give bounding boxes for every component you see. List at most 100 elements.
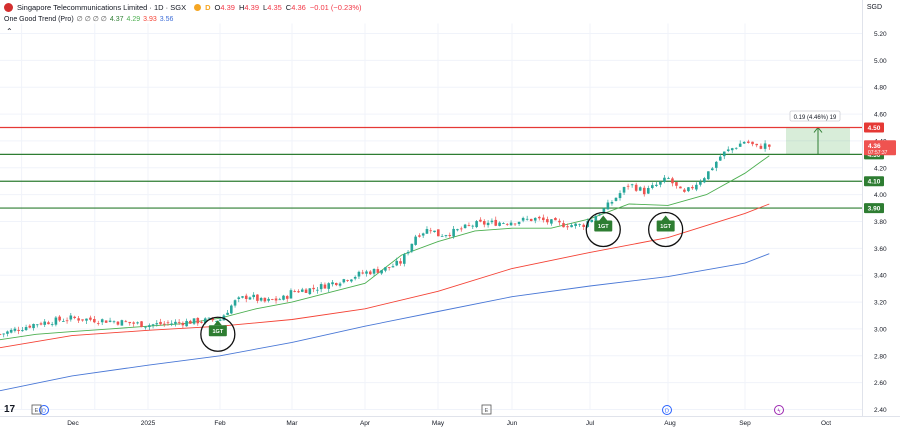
candle-body — [759, 145, 763, 149]
candle-body — [562, 223, 565, 228]
candle-body — [85, 318, 88, 321]
candle-body — [395, 260, 399, 266]
candle-body — [244, 295, 248, 300]
candle-body — [263, 297, 267, 302]
candle-body — [582, 224, 585, 227]
candle-body — [707, 171, 710, 180]
ma-line-sma_mid — [0, 203, 770, 349]
indicator-name[interactable]: One Good Trend (Pro) — [4, 15, 74, 23]
candle-body — [39, 323, 43, 325]
candle-body — [256, 294, 259, 301]
candle-body — [502, 223, 505, 224]
y-tick-label: 2.60 — [874, 380, 887, 387]
x-tick-label: Apr — [360, 420, 371, 427]
x-tick-label: May — [432, 420, 445, 427]
candle-body — [140, 321, 143, 328]
candle-body — [691, 186, 694, 189]
candle-body — [436, 229, 440, 237]
level-label: 3.90 — [868, 206, 881, 213]
candle-body — [230, 305, 233, 314]
candle-body — [646, 188, 650, 194]
candle-body — [679, 186, 682, 189]
candle-body — [509, 222, 513, 226]
candle-body — [529, 218, 533, 221]
candle-body — [189, 320, 192, 324]
signal-arrow — [661, 215, 670, 221]
candle-body — [659, 181, 662, 185]
candle-body — [566, 226, 569, 228]
x-tick-label: Aug — [664, 420, 676, 427]
candle-body — [319, 284, 323, 290]
y-tick-label: 2.80 — [874, 353, 887, 360]
candle-body — [755, 143, 759, 146]
dividend-marker-label: D — [665, 408, 669, 414]
candle-body — [482, 221, 486, 225]
candle-body — [54, 317, 58, 325]
candle-body — [546, 219, 549, 223]
candle-body — [218, 319, 222, 321]
candle-body — [259, 298, 263, 301]
candle-body — [237, 297, 241, 300]
candle-body — [136, 322, 139, 324]
x-tick-label: Jul — [586, 420, 595, 427]
candle-body — [248, 297, 252, 300]
candle-body — [252, 294, 255, 298]
candle-body — [594, 216, 598, 221]
candle-body — [155, 323, 159, 325]
candle-body — [718, 156, 722, 161]
candle-body — [144, 326, 147, 328]
measure-label: 0.19 (4.46%) 19 — [794, 115, 837, 121]
candle-body — [768, 144, 771, 147]
candle-body — [353, 276, 357, 279]
candle-body — [148, 325, 151, 328]
candle-body — [203, 318, 207, 324]
candle-body — [387, 267, 391, 268]
candle-body — [418, 235, 421, 237]
candle-body — [440, 236, 444, 237]
candle-body — [391, 266, 395, 268]
candle-body — [21, 330, 24, 332]
currency-label[interactable]: SGD — [866, 4, 882, 11]
candle-body — [738, 143, 742, 147]
y-tick-label: 2.40 — [874, 407, 887, 414]
y-tick-label: 3.00 — [874, 326, 887, 333]
candle-body — [104, 320, 108, 323]
candle-body — [372, 268, 376, 274]
candle-body — [331, 282, 334, 285]
y-tick-label: 4.00 — [874, 192, 887, 199]
candle-body — [634, 184, 638, 191]
ohlc-high: H4.39 — [238, 3, 260, 12]
candle-body — [215, 320, 218, 322]
candle-body — [77, 318, 80, 321]
chevron-up-icon[interactable]: ⌃ — [6, 27, 13, 36]
candle-body — [479, 219, 482, 222]
candle-body — [162, 323, 166, 325]
candle-body — [120, 320, 124, 326]
candle-body — [312, 287, 315, 290]
candle-body — [751, 141, 754, 145]
candle-body — [338, 283, 342, 286]
candle-body — [47, 322, 50, 325]
dividend-marker-icon — [662, 405, 672, 415]
candle-body — [711, 168, 714, 171]
symbol-title[interactable]: Singapore Telecommunications Limited · 1… — [17, 3, 187, 12]
candle-body — [747, 141, 750, 143]
candle-body — [50, 324, 54, 325]
candle-body — [116, 321, 120, 325]
y-tick-label: 3.20 — [874, 300, 887, 307]
candle-body — [196, 317, 200, 324]
candle-body — [289, 290, 293, 299]
y-tick-label: 4.80 — [874, 85, 887, 92]
candle-body — [667, 178, 670, 179]
candle-body — [630, 184, 634, 186]
candle-body — [695, 184, 698, 190]
x-tick-label: Dec — [67, 420, 79, 427]
candle-body — [498, 222, 501, 226]
price-tag-timer: 07:57:37 — [868, 150, 888, 156]
candle-body — [73, 316, 76, 319]
level-label: 4.30 — [868, 152, 881, 159]
candle-body — [267, 298, 270, 301]
indicator-legend[interactable]: One Good Trend (Pro) ∅ ∅ ∅ ∅ 4.37 4.29 3… — [4, 15, 173, 24]
